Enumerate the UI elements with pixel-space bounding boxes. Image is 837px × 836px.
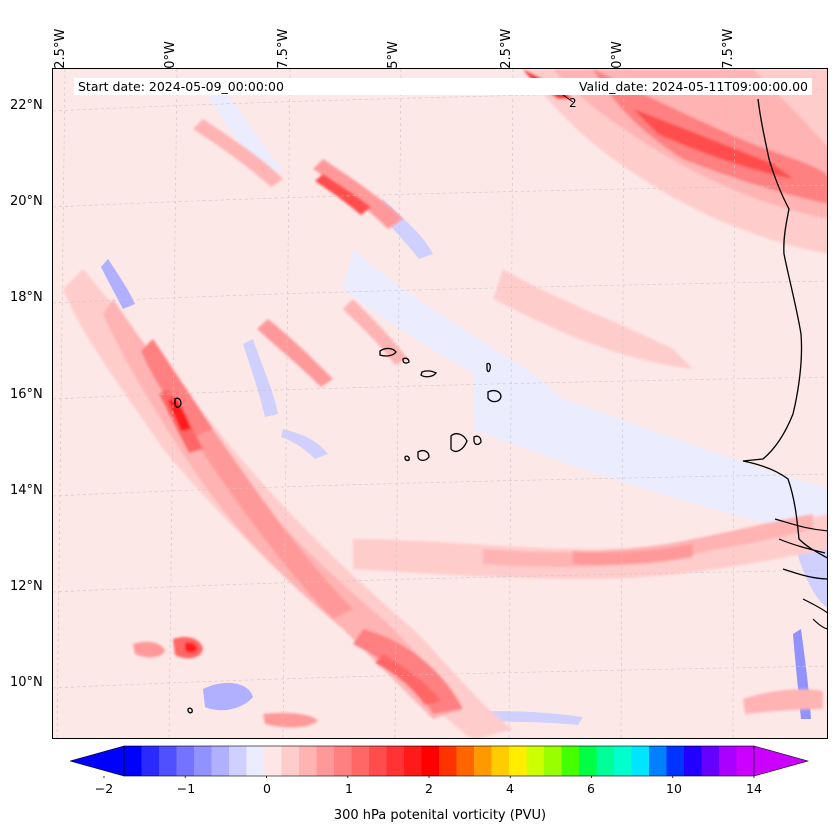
latitude-label-18n: 18°N (10, 290, 43, 305)
colorbar-segment (211, 746, 230, 776)
latitude-label-12n: 12°N (10, 579, 43, 594)
colorbar-segment (456, 746, 475, 776)
latitude-label-10n: 10°N (10, 675, 43, 690)
colorbar-segment (561, 746, 580, 776)
colorbar-min-arrow (70, 745, 125, 777)
colorbar-segment (299, 746, 317, 776)
colorbar (70, 745, 810, 778)
colorbar-segment (736, 746, 755, 776)
colorbar-segment (579, 746, 597, 776)
colorbar-segment (719, 746, 737, 776)
map-panel: 2 (52, 68, 828, 739)
colorbar-segment (404, 746, 422, 776)
colorbar-segment (281, 746, 300, 776)
colorbar-segment (666, 746, 685, 776)
colorbar-ticks (103, 776, 755, 778)
contour-label: 2 (569, 96, 577, 110)
colorbar-segment (176, 746, 195, 776)
colorbar-segment (316, 746, 335, 776)
colorbar-segment (509, 746, 527, 776)
colorbar-tick-label: 14 (746, 781, 762, 796)
colorbar-segment (701, 746, 720, 776)
colorbar-tick-label: 4 (506, 781, 514, 796)
colorbar-tick-label: 1 (345, 781, 353, 796)
colorbar-segments (123, 745, 755, 777)
cape-verde-islands (174, 347, 502, 714)
colorbar-segment (386, 746, 405, 776)
colorbar-segment (684, 746, 702, 776)
latitude-label-14n: 14°N (10, 483, 43, 498)
colorbar-segment (526, 746, 545, 776)
colorbar-tick-label: 6 (587, 781, 595, 796)
colorbar-tick-label: −2 (94, 781, 114, 796)
colorbar-segment (159, 746, 177, 776)
pv-positive-regions (63, 69, 827, 738)
colorbar-title: 300 hPa potenital vorticity (PVU) (333, 808, 547, 823)
colorbar-segment (124, 746, 142, 776)
colorbar-segment (649, 746, 667, 776)
colorbar-segment (596, 746, 615, 776)
pv-field: 2 (53, 69, 827, 738)
colorbar-segment (614, 746, 632, 776)
colorbar-segment (439, 746, 457, 776)
colorbar-segment (474, 746, 492, 776)
colorbar-segment (544, 746, 562, 776)
colorbar-tick-label: 2 (425, 781, 433, 796)
coastline-gambia-guinea (774, 518, 827, 630)
colorbar-segment (334, 746, 352, 776)
valid-date-label: Valid_date: 2024-05-11T09:00:00.00 (529, 78, 812, 95)
colorbar-tick-label: −1 (176, 781, 196, 796)
colorbar-segment (351, 746, 370, 776)
colorbar-segment (246, 746, 265, 776)
colorbar-tick-label: 10 (666, 781, 682, 796)
colorbar-segment (264, 746, 282, 776)
colorbar-segment (229, 746, 247, 776)
latitude-label-22n: 22°N (10, 98, 43, 113)
coastline-africa (742, 98, 827, 559)
colorbar-segment (421, 746, 440, 776)
colorbar-segment (141, 746, 160, 776)
colorbar-segment (194, 746, 212, 776)
latitude-label-16n: 16°N (10, 387, 43, 402)
latitude-label-20n: 20°N (10, 194, 43, 209)
colorbar-segment (369, 746, 387, 776)
start-date-label: Start date: 2024-05-09_00:00:00 (74, 78, 537, 95)
colorbar-segment (631, 746, 650, 776)
colorbar-tick-label: 0 (263, 781, 271, 796)
colorbar-segment (491, 746, 510, 776)
colorbar-max-arrow (753, 745, 810, 777)
graticule (53, 69, 827, 738)
